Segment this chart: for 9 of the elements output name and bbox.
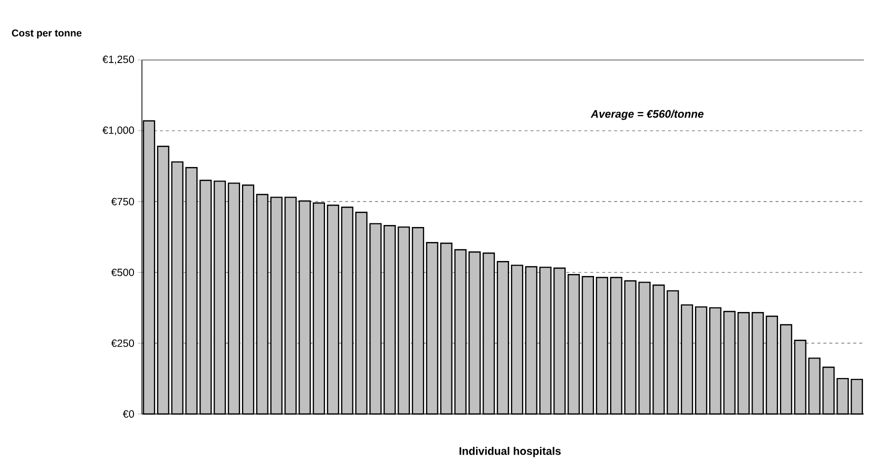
- y-tick-label: €1,000: [102, 126, 134, 136]
- y-tick-label: €500: [111, 268, 134, 276]
- annotation: Average = €560/tonne: [590, 110, 704, 120]
- y-tick-label: €750: [111, 198, 134, 206]
- x-axis-title: Individual hospitals: [460, 446, 561, 458]
- y-tick-label: €0: [122, 410, 134, 418]
- y-axis-title: Cost per tonne: [12, 29, 82, 38]
- y-tick-label: €1,250: [102, 56, 134, 64]
- y-tick-label: €250: [111, 339, 134, 347]
